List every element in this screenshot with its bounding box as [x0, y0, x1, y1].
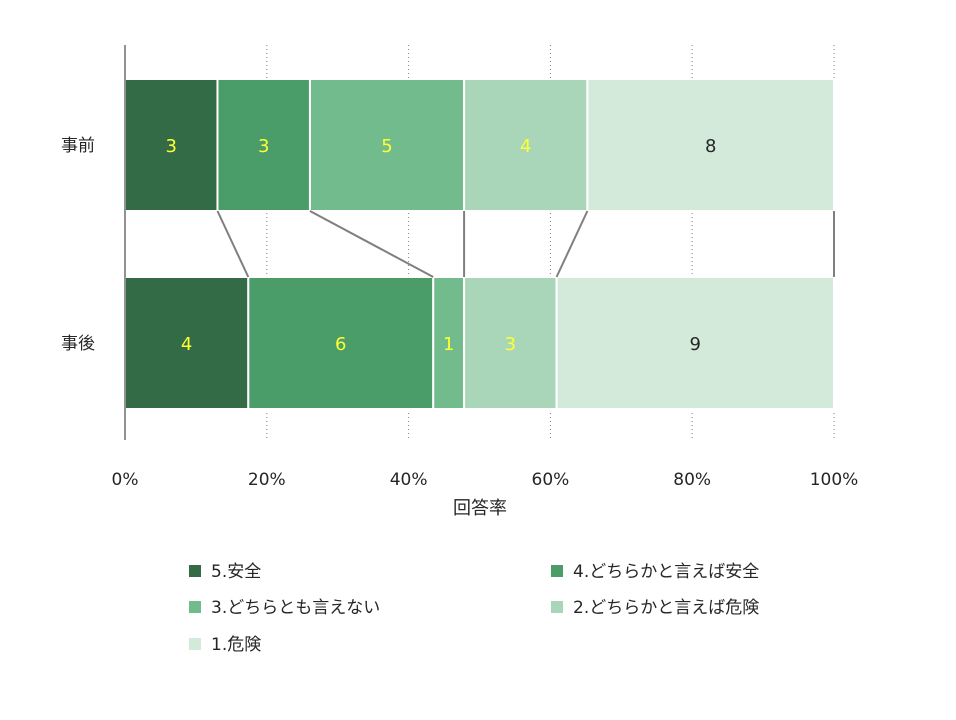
category-label: 事前 [61, 136, 95, 156]
data-label: 3 [258, 136, 269, 157]
series-lines [216, 210, 835, 278]
legend: 5.安全 4.どちらかと言えば安全 3.どちらとも言えない 2.どちらかと言えば危険 1… [189, 562, 759, 655]
data-label: 1 [443, 334, 454, 355]
x-tick-label: 40% [390, 470, 428, 490]
legend-label: 3.どちらとも言えない [211, 598, 380, 618]
bar-segment [463, 78, 589, 212]
data-label: 8 [705, 136, 716, 157]
x-tick-label: 60% [532, 470, 570, 490]
bar-segment [124, 78, 219, 212]
bar-segment [586, 78, 835, 212]
x-tick-label: 0% [112, 470, 139, 490]
bar-segment [463, 276, 558, 410]
bar-segment [432, 276, 466, 410]
legend-swatch [189, 565, 201, 577]
legend-label: 1.危険 [211, 635, 261, 655]
legend-swatch [189, 601, 201, 613]
legend-label: 4.どちらかと言えば安全 [573, 562, 759, 582]
data-label: 3 [166, 136, 177, 157]
data-label: 3 [505, 334, 516, 355]
legend-label: 2.どちらかと言えば危険 [573, 598, 759, 618]
legend-item: 5.安全 [189, 562, 261, 582]
bar-segment [247, 276, 435, 410]
x-tick-label: 100% [810, 470, 859, 490]
legend-swatch [189, 638, 201, 650]
series-line [309, 210, 434, 278]
data-label: 9 [690, 334, 701, 355]
data-label: 4 [181, 334, 192, 355]
bar-segment [216, 78, 311, 212]
bar-segment [308, 78, 466, 212]
legend-item: 1.危険 [189, 635, 261, 655]
category-label: 事後 [61, 334, 95, 354]
x-tick-label: 80% [673, 470, 711, 490]
legend-swatch [551, 565, 563, 577]
series-line [216, 210, 250, 278]
bars [124, 78, 836, 410]
data-label: 6 [335, 334, 346, 355]
data-labels: 3 3 5 4 8 4 6 1 3 9 [166, 136, 717, 355]
legend-item: 4.どちらかと言えば安全 [551, 562, 759, 582]
bar-segment [555, 276, 836, 410]
x-tick-label: 20% [248, 470, 286, 490]
legend-swatch [551, 601, 563, 613]
legend-label: 5.安全 [211, 562, 261, 582]
series-line [555, 210, 589, 278]
x-axis-title: 回答率 [453, 498, 507, 519]
legend-item: 2.どちらかと言えば危険 [551, 598, 759, 618]
data-label: 4 [520, 136, 531, 157]
data-label: 5 [381, 136, 392, 157]
legend-item: 3.どちらとも言えない [189, 598, 380, 618]
